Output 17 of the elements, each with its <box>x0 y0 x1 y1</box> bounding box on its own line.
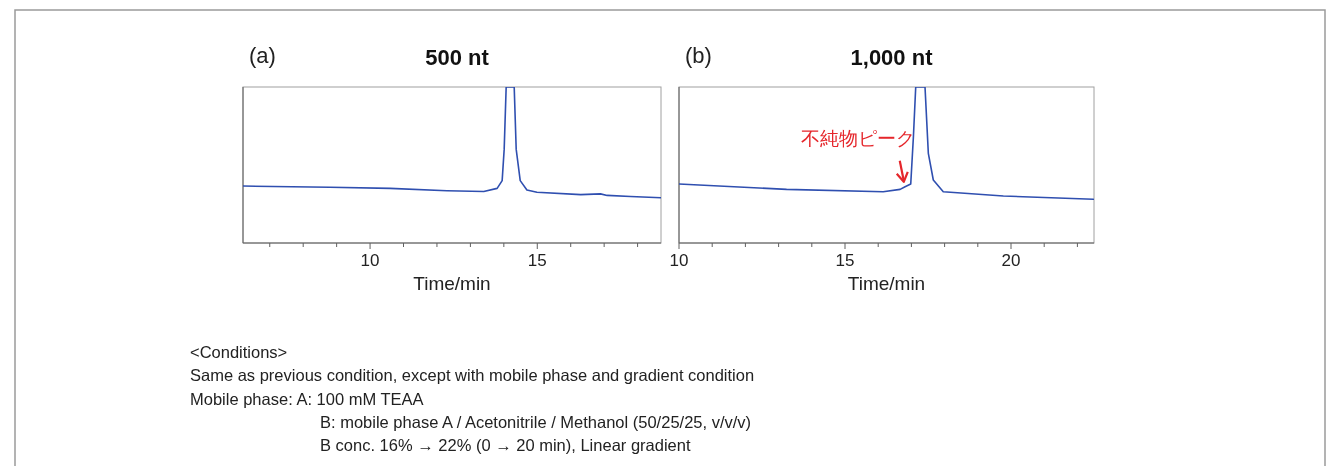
text: Same as previous condition, except with mobile phase and gradient condition <box>190 366 755 385</box>
x-tick-label: 20 <box>1001 251 1021 270</box>
x-axis-title: Time/min <box>413 273 491 294</box>
chart-subtitle: (a) <box>249 43 276 68</box>
annotation: 不純物ピーク <box>800 127 915 149</box>
chart-title: 1,000 nt <box>850 45 934 70</box>
text: B conc. 16% → 22% (0 → 20 min), Linear gradient <box>320 436 691 455</box>
chart-subtitle: (b) <box>685 43 712 68</box>
x-axis-title: Time/min <box>847 273 926 294</box>
chart-title: 500 nt <box>425 45 490 70</box>
x-tick-label: 10 <box>669 251 689 270</box>
text: <Conditions> <box>190 343 288 361</box>
x-tick-label: 15 <box>527 251 547 270</box>
text: Mobile phase: A: 100 mM TEAA <box>190 389 424 408</box>
x-tick-label: 15 <box>835 251 855 270</box>
text: B: mobile phase A / Acetonitrile / Methanol (50/25/25, v/v/v) <box>320 412 752 431</box>
x-tick-label: 10 <box>360 251 380 270</box>
